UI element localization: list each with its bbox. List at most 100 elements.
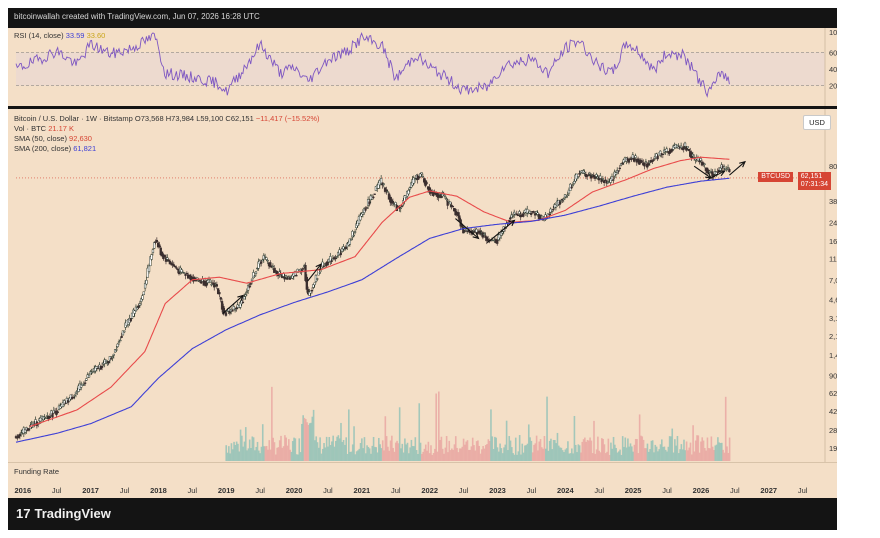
price-tick-label: 1,400	[829, 351, 837, 360]
volume-bar	[647, 451, 650, 461]
volume-bar	[590, 440, 593, 461]
volume-bar	[490, 409, 492, 461]
candle-body	[318, 272, 322, 274]
candle-body	[293, 271, 297, 276]
volume-bar	[508, 436, 511, 461]
volume-bar	[453, 444, 456, 461]
time-axis[interactable]: 2016 Jul 2017 Jul 2018 Jul 2019 Jul 2020 Jul 2021 J…	[8, 481, 837, 498]
annotation-arrow-line	[486, 219, 515, 244]
currency-button[interactable]: USD	[803, 115, 831, 130]
volume-bar	[717, 437, 719, 461]
tradingview-logo[interactable]: 17 TradingView	[16, 506, 111, 521]
candle-body	[117, 341, 121, 343]
candle-body	[316, 278, 319, 280]
volume-bar	[711, 446, 714, 461]
volume-bar	[576, 452, 578, 461]
candle-body	[421, 176, 425, 178]
volume-bar	[451, 448, 453, 461]
candle-body	[400, 205, 404, 207]
candle-body	[331, 258, 335, 261]
volume-bar	[516, 454, 518, 461]
volume-bar	[715, 444, 718, 461]
sma200-label: SMA (200, close)	[14, 144, 72, 153]
volume-bar	[311, 416, 314, 461]
annotation-arrow-head	[718, 170, 726, 177]
rsi-panel[interactable]: 100.00 60.00 40.00 20.00 RSI (14, close) 33…	[8, 28, 852, 106]
candle-body	[394, 202, 397, 206]
candle-body	[578, 173, 581, 175]
annotation-arrow-head	[237, 294, 245, 302]
candle-body	[111, 356, 114, 358]
volume-bar	[525, 445, 527, 461]
price-tag-price: 62,151	[800, 172, 823, 180]
volume-bar	[265, 445, 268, 461]
volume-bar	[546, 396, 548, 461]
rsi-tick-label: 40.00	[829, 65, 837, 74]
price-tick-label: 80,000	[829, 162, 837, 171]
volume-bar	[308, 423, 311, 461]
volume-bar	[368, 448, 371, 461]
candle-body	[464, 230, 468, 232]
volume-bar	[312, 409, 315, 461]
volume-bar	[348, 409, 350, 461]
volume-bar	[397, 443, 400, 461]
price-tick-label: 7,000	[829, 276, 837, 285]
candle-body	[51, 413, 54, 418]
candle-body	[438, 193, 441, 196]
candle-body	[224, 312, 228, 316]
candle-body	[526, 208, 529, 214]
volume-bar	[492, 448, 495, 461]
volume-bar	[466, 440, 469, 461]
candle-body	[387, 193, 391, 200]
price-panel[interactable]: 80,000 38,000 24,000 16,000 11,000 7,000 4,600…	[8, 109, 852, 462]
candle-body	[386, 191, 389, 193]
candle-body	[220, 301, 224, 310]
volume-bar	[302, 415, 304, 461]
volume-bar	[375, 447, 378, 461]
candle-body	[31, 422, 35, 425]
sma200-legend: SMA (200, close) 61,821	[14, 144, 96, 153]
pane-separator[interactable]	[8, 106, 837, 109]
candle-body	[643, 162, 646, 167]
candle-body	[243, 296, 246, 300]
volume-bar	[274, 454, 277, 461]
annotation-arrow-line	[693, 165, 712, 179]
volume-bar	[404, 438, 406, 461]
volume-bar	[500, 448, 503, 461]
footer-bar: 17 TradingView	[8, 498, 837, 530]
volume-bar	[353, 426, 355, 461]
candle-body	[107, 361, 110, 364]
volume-bar	[288, 439, 290, 461]
candle-body	[287, 276, 290, 278]
candle-body	[91, 371, 95, 373]
candle-body	[552, 208, 555, 211]
price-plot: 80,000 38,000 24,000 16,000 11,000 7,000 4,600…	[14, 109, 852, 462]
volume-bar	[625, 447, 628, 461]
candle-body	[344, 246, 348, 250]
volume-bar	[530, 440, 533, 461]
volume-bar	[521, 443, 524, 461]
annotation-arrow-head	[508, 219, 516, 227]
candle-body	[722, 166, 726, 169]
candle-body	[228, 310, 232, 314]
candle-body	[661, 153, 665, 156]
candle-body	[443, 195, 447, 198]
volume-bar	[557, 445, 560, 461]
candle-body	[353, 231, 357, 233]
candle-body	[170, 262, 173, 265]
volume-bar	[424, 444, 427, 461]
candle-body	[562, 198, 565, 201]
funding-rate-panel[interactable]: Funding Rate	[8, 462, 837, 481]
candle-body	[408, 187, 411, 190]
candle-body	[145, 279, 148, 285]
time-tick-label: 2025	[625, 486, 642, 495]
volume-bar	[295, 454, 298, 461]
volume-bar	[443, 453, 445, 461]
candle-body	[687, 148, 691, 152]
volume-bar	[496, 447, 499, 461]
volume-bar	[344, 444, 346, 461]
candle-body	[451, 206, 455, 208]
volume-bar	[621, 436, 624, 461]
volume-bar	[567, 441, 569, 461]
volume-bar	[597, 436, 599, 461]
